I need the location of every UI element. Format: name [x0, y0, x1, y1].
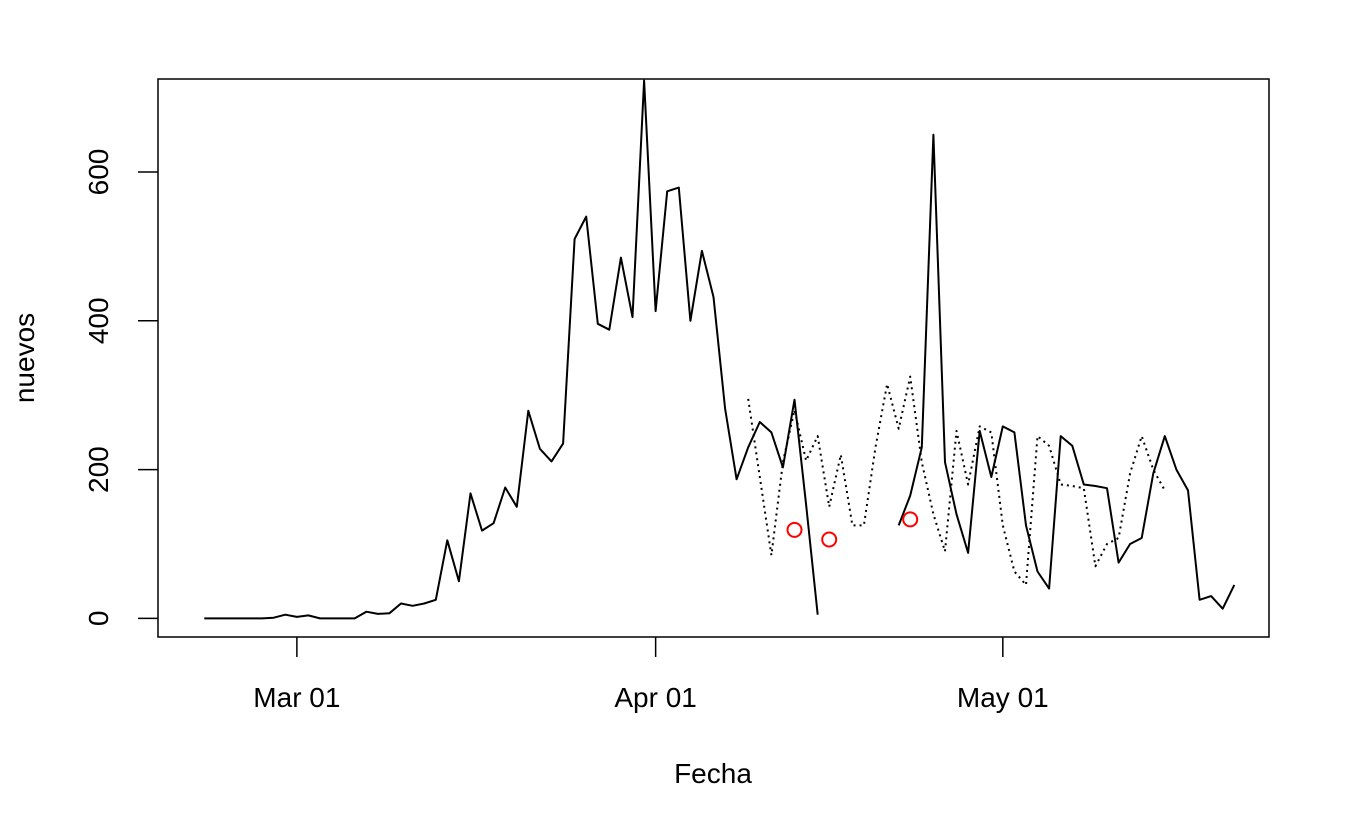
- y-axis-title: nuevos: [9, 313, 40, 403]
- y-axis: 0 200 400 600: [83, 149, 158, 627]
- outlier-point: [821, 531, 838, 548]
- series-layer: [204, 79, 1236, 620]
- series-solid-line-1-1: [897, 133, 1236, 610]
- x-tick-label: Apr 01: [614, 682, 697, 713]
- outlier-point: [786, 521, 803, 538]
- y-tick-label: 200: [83, 446, 114, 493]
- y-tick-label: 0: [83, 611, 114, 627]
- y-tick-label: 400: [83, 297, 114, 344]
- x-axis: Mar 01 Apr 01 May 01: [253, 637, 1049, 713]
- outlier-point: [902, 511, 919, 528]
- x-tick-label: May 01: [957, 682, 1049, 713]
- series-solid-line-1-0: [204, 79, 819, 620]
- x-tick-label: Mar 01: [253, 682, 340, 713]
- plot-frame: [157, 78, 1270, 638]
- x-axis-title: Fecha: [674, 758, 752, 789]
- y-tick-label: 600: [83, 149, 114, 196]
- series-dotted-line-0-0: [747, 375, 1166, 586]
- outlier-points-layer: [786, 511, 919, 548]
